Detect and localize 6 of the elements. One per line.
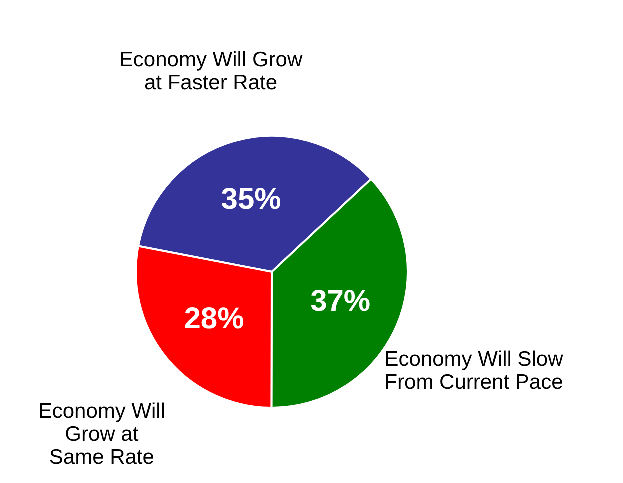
data-label: 35% xyxy=(221,183,282,216)
data-label: 37% xyxy=(310,284,371,318)
slice-label: Economy Will Grow at Same Rate xyxy=(38,400,166,470)
slice-label: Economy Will Slow From Current Pace xyxy=(384,348,564,394)
slice-label: Economy Will Grow at Faster Rate xyxy=(119,48,304,94)
data-label: 28% xyxy=(184,302,244,336)
